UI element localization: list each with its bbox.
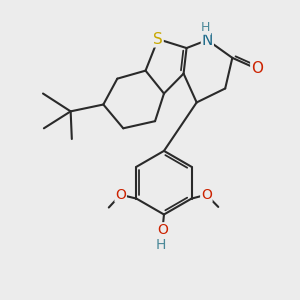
Text: O: O xyxy=(251,61,263,76)
Text: H: H xyxy=(201,21,211,34)
Text: O: O xyxy=(157,223,168,237)
Text: N: N xyxy=(202,32,213,47)
Text: S: S xyxy=(153,32,163,46)
Text: O: O xyxy=(115,188,126,202)
Text: H: H xyxy=(156,238,166,252)
Text: O: O xyxy=(201,188,212,202)
